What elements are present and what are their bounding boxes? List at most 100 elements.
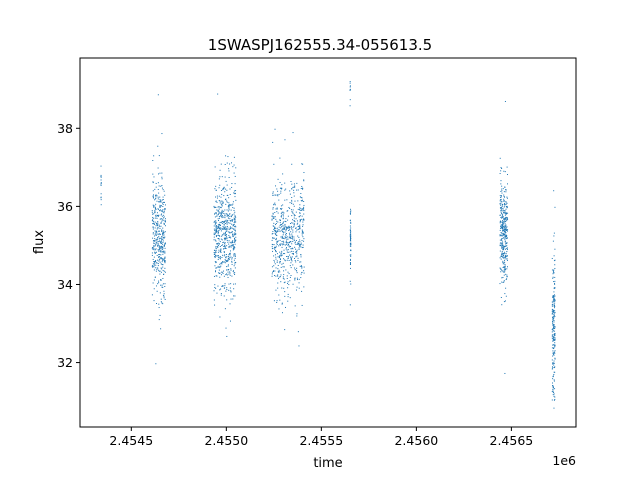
data-point — [297, 200, 299, 202]
data-point — [283, 228, 285, 230]
data-point — [504, 221, 506, 223]
data-point — [164, 252, 166, 254]
data-point — [281, 287, 283, 289]
data-point — [161, 236, 163, 238]
data-point — [275, 228, 277, 230]
data-point — [100, 174, 102, 176]
data-point — [299, 265, 301, 267]
data-point — [505, 213, 507, 215]
data-point — [553, 399, 555, 401]
data-point — [157, 263, 159, 265]
data-point — [225, 256, 227, 258]
data-point — [231, 258, 233, 260]
data-point — [274, 212, 276, 213]
data-point — [283, 212, 285, 214]
data-point — [290, 225, 292, 227]
data-point — [224, 209, 226, 211]
data-point — [350, 235, 352, 237]
data-point — [155, 239, 157, 241]
data-point — [303, 180, 305, 182]
data-point — [554, 339, 556, 341]
data-point — [273, 225, 275, 227]
data-point — [217, 218, 219, 220]
data-point — [552, 338, 554, 340]
data-point — [349, 219, 351, 221]
data-point — [292, 251, 294, 253]
data-point — [297, 242, 299, 244]
data-point — [214, 166, 216, 168]
data-point — [298, 244, 300, 246]
data-point — [554, 327, 556, 329]
data-point — [552, 312, 554, 314]
data-point — [226, 228, 228, 230]
data-point — [278, 245, 280, 247]
data-point — [221, 216, 223, 218]
data-point — [229, 245, 231, 247]
data-point — [283, 278, 285, 280]
data-point — [553, 317, 555, 319]
data-point — [296, 272, 298, 274]
data-point — [503, 210, 505, 212]
data-point — [554, 388, 556, 390]
data-point — [157, 188, 159, 190]
data-point — [290, 209, 292, 211]
data-point — [303, 209, 305, 211]
data-point — [504, 223, 506, 225]
data-point — [213, 249, 215, 251]
data-point — [230, 220, 232, 222]
data-point — [224, 214, 226, 216]
data-point — [275, 245, 277, 247]
data-point — [221, 209, 223, 211]
data-point — [295, 239, 297, 241]
data-point — [216, 197, 218, 199]
data-point — [286, 227, 288, 229]
data-point — [499, 203, 501, 205]
data-point — [154, 267, 156, 269]
data-point — [213, 205, 215, 207]
data-point — [291, 199, 293, 201]
data-point — [275, 230, 277, 232]
data-point — [234, 226, 236, 228]
data-point — [275, 275, 277, 277]
data-point — [272, 237, 274, 239]
data-point — [504, 261, 506, 263]
data-point — [221, 256, 223, 258]
data-point — [349, 264, 351, 265]
data-point — [289, 265, 291, 267]
data-point — [504, 266, 506, 268]
data-point — [349, 85, 351, 87]
data-point — [503, 230, 505, 232]
data-point — [501, 224, 503, 226]
data-point — [552, 273, 554, 275]
x-axis-label: time — [313, 456, 342, 471]
data-point — [292, 203, 294, 205]
data-point — [216, 267, 218, 269]
data-point — [157, 223, 159, 225]
data-point — [554, 259, 556, 261]
data-point — [164, 208, 166, 210]
data-point — [292, 132, 294, 134]
data-point — [276, 208, 278, 210]
data-point — [553, 299, 555, 301]
data-point — [280, 224, 282, 226]
data-point — [156, 303, 158, 304]
data-point — [284, 189, 286, 191]
data-point — [160, 263, 162, 265]
x-tick-label: 2.4555 — [299, 433, 343, 448]
data-point — [275, 224, 277, 226]
data-point — [273, 300, 275, 302]
y-tick-label: 38 — [57, 121, 73, 136]
data-point — [234, 218, 236, 220]
data-point — [279, 261, 281, 263]
data-point — [160, 257, 162, 259]
data-point — [290, 258, 292, 260]
data-point — [299, 241, 301, 243]
data-point — [554, 327, 556, 329]
data-point — [293, 189, 295, 191]
data-point — [551, 359, 553, 361]
data-point — [162, 189, 164, 191]
data-point — [155, 264, 157, 266]
data-point — [281, 250, 283, 252]
data-point — [158, 230, 160, 232]
data-point — [350, 283, 352, 285]
